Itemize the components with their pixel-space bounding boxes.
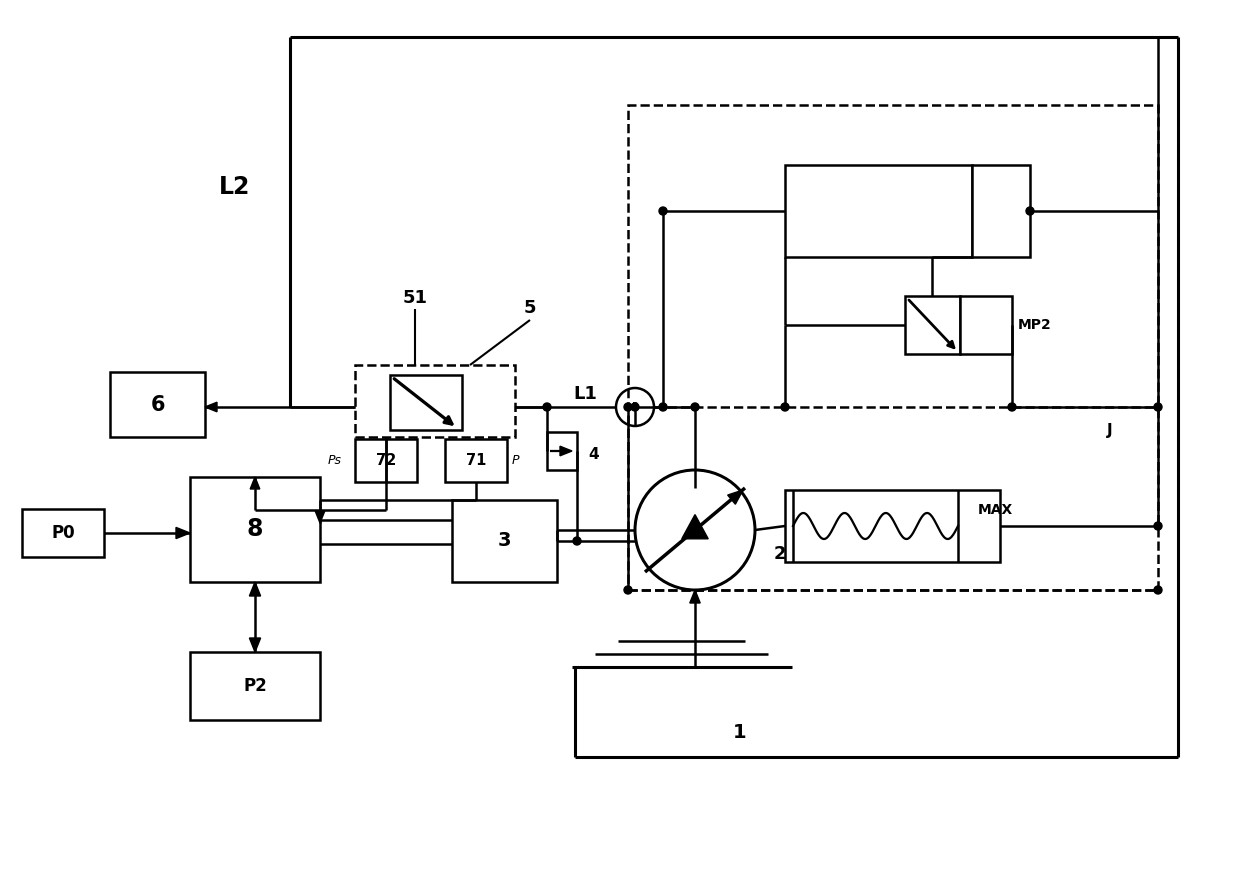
Bar xyxy=(785,490,999,562)
Bar xyxy=(627,105,1158,590)
Polygon shape xyxy=(249,582,260,596)
Bar xyxy=(391,375,463,430)
Text: L2: L2 xyxy=(219,175,250,199)
Polygon shape xyxy=(250,477,260,489)
Polygon shape xyxy=(249,638,260,652)
Text: 71: 71 xyxy=(466,453,486,468)
Text: 6: 6 xyxy=(150,394,165,414)
Bar xyxy=(547,432,577,470)
Circle shape xyxy=(658,403,667,411)
Circle shape xyxy=(1025,207,1034,215)
Text: P2: P2 xyxy=(243,677,267,695)
Circle shape xyxy=(1008,403,1016,411)
Text: P: P xyxy=(632,402,639,412)
Circle shape xyxy=(624,403,632,411)
Circle shape xyxy=(573,537,582,545)
Bar xyxy=(355,365,515,437)
Polygon shape xyxy=(728,490,743,504)
Circle shape xyxy=(1154,522,1162,530)
Text: 4: 4 xyxy=(588,446,599,461)
Circle shape xyxy=(781,403,789,411)
Text: 8: 8 xyxy=(247,517,263,542)
Bar xyxy=(905,296,960,354)
Text: 5: 5 xyxy=(523,299,536,317)
Polygon shape xyxy=(560,446,572,456)
Polygon shape xyxy=(689,590,701,603)
Text: Ps: Ps xyxy=(329,454,342,467)
Bar xyxy=(960,296,1012,354)
Circle shape xyxy=(1154,586,1162,594)
Text: 51: 51 xyxy=(403,289,428,307)
Text: MAX: MAX xyxy=(978,503,1013,517)
Bar xyxy=(445,439,507,482)
Text: MP2: MP2 xyxy=(1018,318,1052,332)
Text: P0: P0 xyxy=(51,524,74,542)
Text: 1: 1 xyxy=(733,723,746,741)
Text: P: P xyxy=(512,454,520,467)
Circle shape xyxy=(631,403,639,411)
Text: 2: 2 xyxy=(774,545,786,563)
Bar xyxy=(785,165,972,257)
Bar xyxy=(190,477,320,582)
Polygon shape xyxy=(176,528,190,539)
Circle shape xyxy=(543,403,551,411)
Text: 72: 72 xyxy=(376,453,396,468)
Text: L1: L1 xyxy=(573,385,596,403)
Polygon shape xyxy=(682,514,708,539)
Circle shape xyxy=(658,207,667,215)
Bar xyxy=(110,372,205,437)
Text: 3: 3 xyxy=(497,532,511,550)
Polygon shape xyxy=(315,511,325,523)
Bar xyxy=(972,165,1030,257)
Circle shape xyxy=(691,403,699,411)
Bar xyxy=(22,509,104,557)
Bar xyxy=(190,652,320,720)
Circle shape xyxy=(1154,403,1162,411)
Bar xyxy=(355,439,417,482)
Text: J: J xyxy=(1107,423,1112,438)
Circle shape xyxy=(624,586,632,594)
Polygon shape xyxy=(205,402,217,412)
Bar xyxy=(453,500,557,582)
